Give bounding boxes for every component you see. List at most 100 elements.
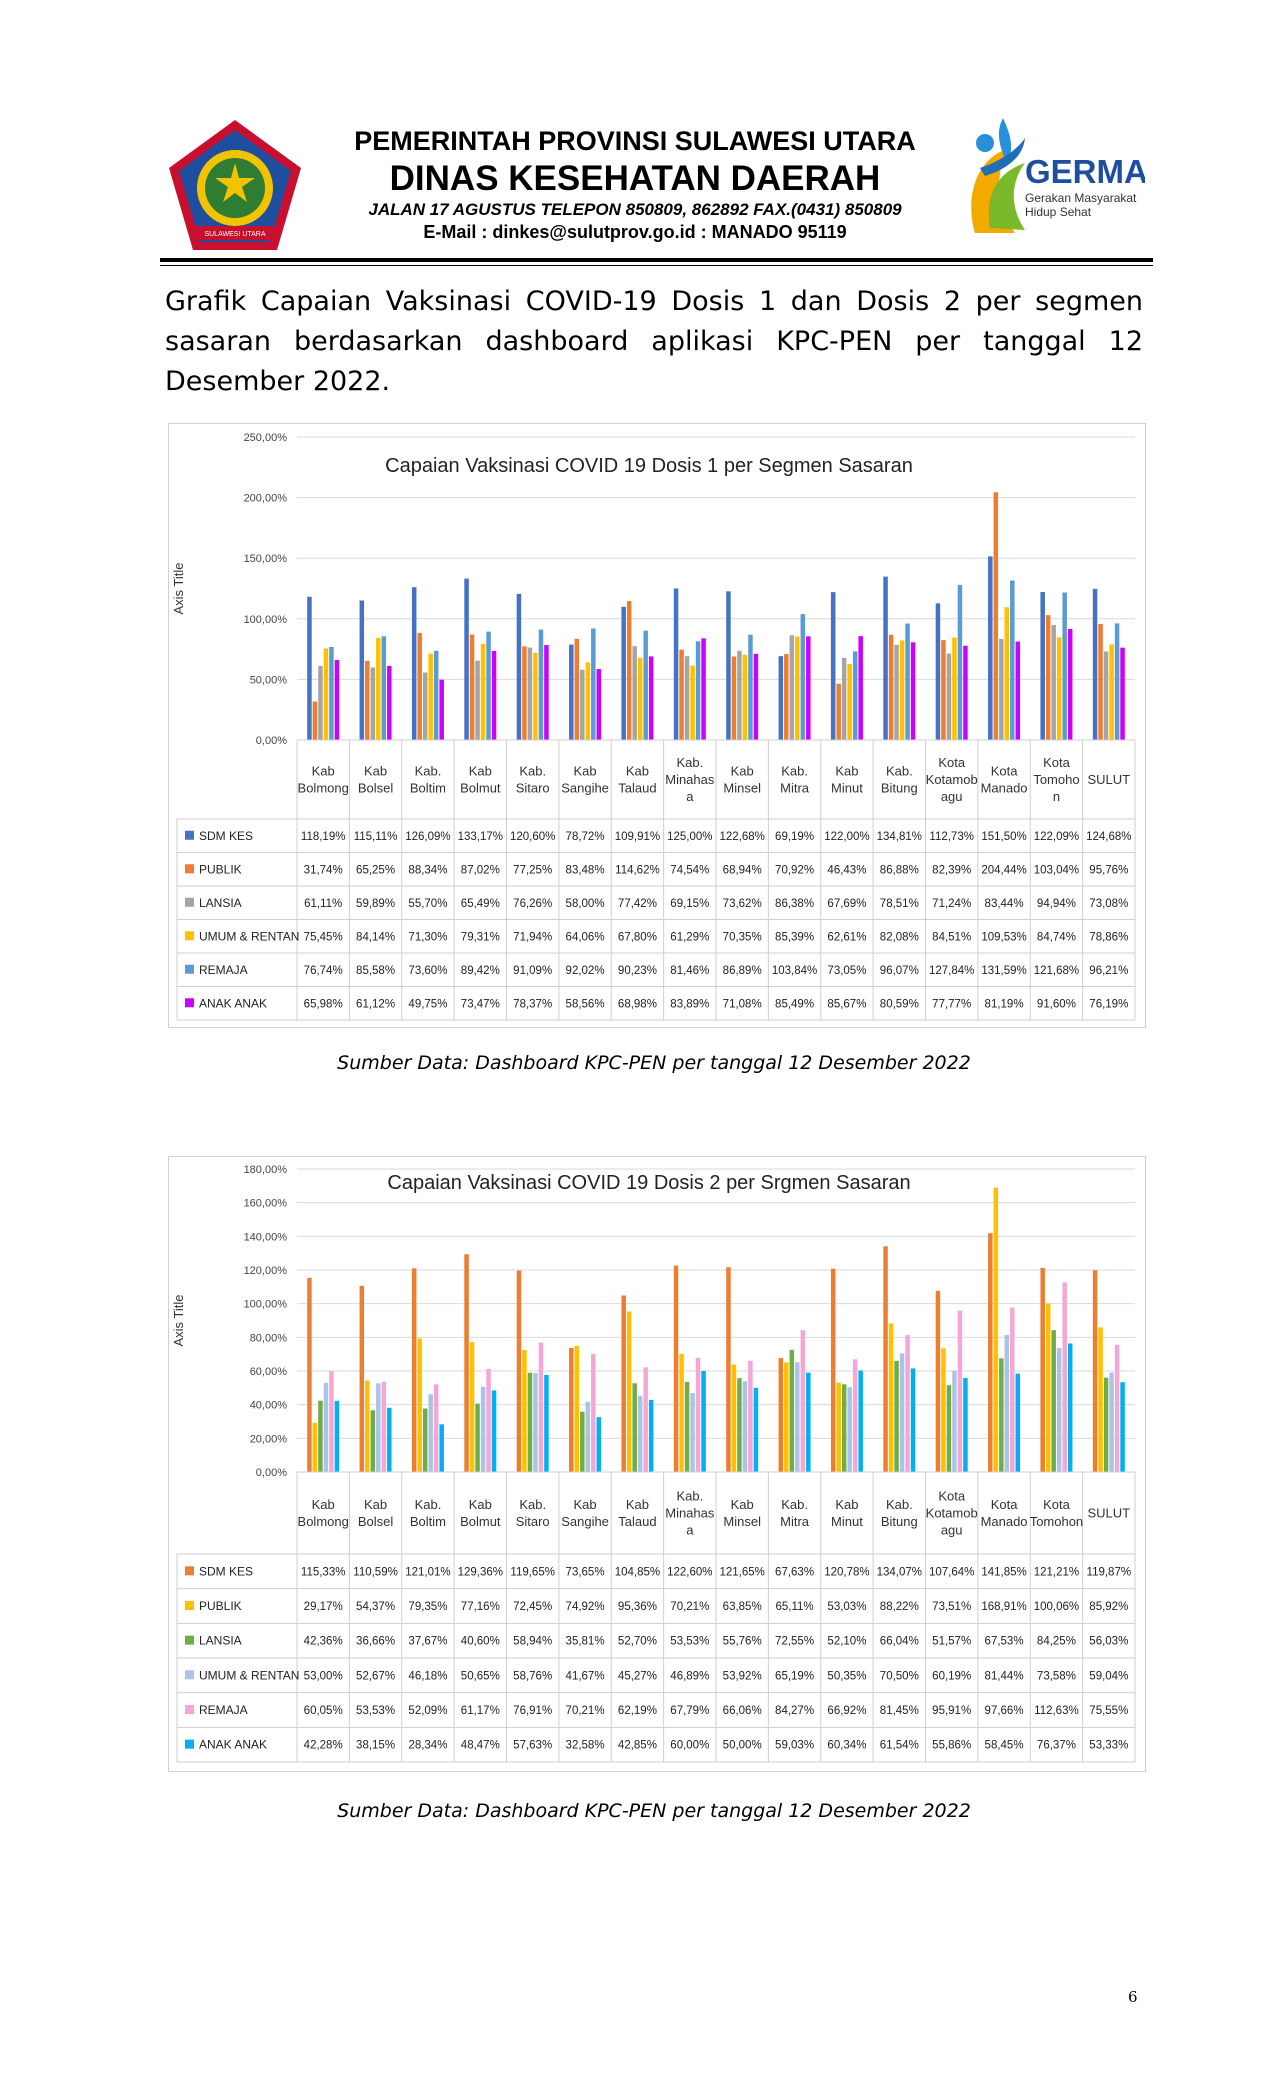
- c2-data-label: 84,25%: [1037, 1636, 1076, 1648]
- c1-data-label: 89,42%: [461, 965, 500, 977]
- c2-data-label: 141,85%: [981, 1566, 1026, 1578]
- c1-data-label: 58,00%: [566, 898, 605, 910]
- c2-data-label: 72,55%: [775, 1636, 814, 1648]
- c1-bar: [847, 664, 852, 740]
- c1-bar: [988, 556, 993, 740]
- c1-bar: [533, 652, 538, 740]
- c2-bar: [1114, 1344, 1120, 1472]
- c2-data-label: 81,44%: [985, 1670, 1024, 1682]
- c1-data-label: 75,45%: [304, 931, 343, 943]
- c1-category-label: Kab.: [519, 764, 546, 779]
- c2-data-label: 53,00%: [304, 1670, 343, 1682]
- c2-data-label: 76,91%: [513, 1705, 552, 1717]
- c1-category-label: Kotamob: [926, 772, 978, 787]
- c2-legend-key: [185, 1601, 194, 1610]
- c1-category-label: Mitra: [780, 781, 810, 796]
- c1-data-label: 76,19%: [1089, 998, 1128, 1010]
- c1-data-label: 112,73%: [929, 831, 974, 843]
- intro-paragraph: Grafik Capaian Vaksinasi COVID-19 Dosis …: [165, 286, 1143, 397]
- c1-bar: [596, 669, 602, 740]
- c2-data-label: 100,06%: [1034, 1601, 1079, 1613]
- c1-data-label: 71,08%: [723, 998, 762, 1010]
- c1-data-label: 77,25%: [513, 864, 552, 876]
- c1-category-label: Minahas: [665, 772, 715, 787]
- c1-bar: [1092, 588, 1098, 740]
- c2-data-label: 129,36%: [458, 1566, 503, 1578]
- c1-bar: [1109, 644, 1114, 740]
- c1-category-label: Bitung: [881, 781, 918, 796]
- c1-legend-label: UMUM & RENTAN: [199, 929, 299, 943]
- c1-data-label: 90,23%: [618, 965, 657, 977]
- c2-bar: [464, 1254, 469, 1472]
- c1-data-label: 114,62%: [615, 864, 660, 876]
- c2-category-label: Kab: [364, 1497, 387, 1512]
- c2-data-label: 79,35%: [408, 1601, 447, 1613]
- c2-category-label: Minsel: [723, 1514, 761, 1529]
- c1-legend-label: PUBLIK: [199, 862, 242, 876]
- c1-bar: [753, 653, 759, 740]
- c1-data-label: 204,44%: [981, 864, 1026, 876]
- c2-data-label: 84,27%: [775, 1705, 814, 1717]
- c1-data-label: 109,53%: [981, 931, 1026, 943]
- c2-bar: [1015, 1373, 1021, 1472]
- c2-category-label: Kab: [731, 1497, 754, 1512]
- c2-bar: [637, 1395, 643, 1472]
- c2-data-label: 62,19%: [618, 1705, 657, 1717]
- c2-category-label: Kab: [626, 1497, 649, 1512]
- c2-data-label: 53,53%: [356, 1705, 395, 1717]
- c1-bar: [376, 638, 381, 740]
- c2-data-label: 52,09%: [408, 1705, 447, 1717]
- c1-data-label: 76,74%: [304, 965, 343, 977]
- c2-bar: [673, 1265, 679, 1472]
- c1-bar: [1051, 624, 1056, 740]
- c1-data-label: 46,43%: [827, 864, 866, 876]
- chart-1-source-caption: Sumber Data: Dashboard KPC-PEN per tangg…: [337, 1052, 971, 1074]
- c1-data-label: 86,89%: [723, 965, 762, 977]
- c2-legend-label: PUBLIK: [199, 1599, 242, 1613]
- c1-data-label: 103,04%: [1034, 864, 1079, 876]
- c1-data-label: 79,31%: [461, 931, 500, 943]
- c2-bar: [376, 1383, 381, 1472]
- c1-data-label: 124,68%: [1086, 831, 1131, 843]
- c2-bar: [522, 1350, 527, 1472]
- c2-data-label: 28,34%: [408, 1740, 447, 1752]
- c1-bar: [841, 657, 847, 740]
- c1-data-label: 85,58%: [356, 965, 395, 977]
- c2-data-label: 97,66%: [985, 1705, 1024, 1717]
- c2-data-label: 56,03%: [1089, 1636, 1128, 1648]
- c1-data-label: 65,25%: [356, 864, 395, 876]
- c2-bar: [795, 1362, 800, 1472]
- c1-bar: [591, 628, 596, 740]
- c1-data-label: 86,38%: [775, 898, 814, 910]
- c2-data-label: 53,92%: [723, 1670, 762, 1682]
- c1-data-label: 88,34%: [408, 864, 447, 876]
- c1-category-label: a: [686, 789, 694, 804]
- c2-legend-key: [185, 1670, 194, 1680]
- c1-data-label: 82,08%: [880, 931, 919, 943]
- c2-data-label: 67,63%: [775, 1566, 814, 1578]
- c2-data-label: 57,63%: [513, 1740, 552, 1752]
- c2-bar: [491, 1390, 497, 1472]
- c2-y-tick-label: 40,00%: [250, 1400, 288, 1412]
- c2-bar: [701, 1371, 706, 1472]
- c2-data-label: 134,07%: [877, 1566, 922, 1578]
- c1-data-label: 73,08%: [1089, 898, 1128, 910]
- c1-data-label: 96,21%: [1089, 965, 1128, 977]
- c1-legend-key: [185, 897, 194, 907]
- c1-bar: [648, 656, 654, 740]
- c2-category-label: Boltim: [410, 1514, 446, 1529]
- c1-data-label: 84,14%: [356, 931, 395, 943]
- c2-bar: [1045, 1303, 1051, 1472]
- c1-data-label: 85,39%: [775, 931, 814, 943]
- c2-bar: [695, 1357, 701, 1472]
- c2-y-tick-label: 80,00%: [250, 1332, 288, 1344]
- c2-category-label: SULUT: [1088, 1506, 1131, 1521]
- c1-data-label: 122,00%: [824, 831, 869, 843]
- c2-bar: [847, 1387, 852, 1472]
- c2-bar: [999, 1358, 1004, 1472]
- c1-data-label: 151,50%: [981, 831, 1026, 843]
- c1-bar: [480, 643, 486, 740]
- c1-bar: [883, 576, 888, 740]
- c2-data-label: 168,91%: [981, 1601, 1026, 1613]
- c2-bar: [1051, 1330, 1056, 1472]
